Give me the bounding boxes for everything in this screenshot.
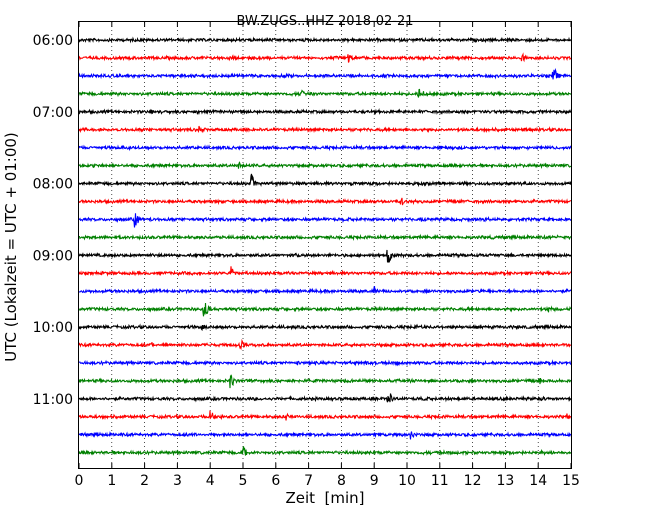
trace-0730 [78,143,572,152]
trace-1015 [78,338,572,351]
trace-0800 [78,173,572,188]
trace-0645 [78,88,572,98]
trace-0630 [78,67,572,80]
x-tick-label: 12 [464,473,482,489]
y-tick-label: 10:00 [33,320,73,336]
x-tick-label: 11 [431,473,449,489]
x-axis-label: Zeit [min] [285,489,364,507]
x-tick-label: 4 [206,473,215,489]
trace-1100 [78,393,572,403]
x-tick-label: 6 [271,473,280,489]
y-tick-label: 11:00 [33,392,73,408]
trace-0715 [78,125,572,134]
trace-0615 [78,52,572,63]
trace-1030 [78,359,572,367]
trace-0815 [78,197,572,206]
x-tick-label: 9 [370,473,379,489]
x-tick-label: 8 [337,473,346,489]
x-tick-label: 15 [562,473,580,489]
trace-0700 [78,107,572,116]
x-tick-label: 1 [107,473,116,489]
trace-0915 [78,266,572,277]
trace-0945 [78,302,572,317]
x-tick-label: 7 [304,473,313,489]
x-tick-label: 10 [398,473,416,489]
trace-0900 [78,249,572,263]
trace-1115 [78,410,572,421]
trace-1130 [78,430,572,440]
trace-0930 [78,285,572,295]
trace-0845 [78,233,572,241]
trace-0745 [78,161,572,170]
axis-ticks: 0 1 2 3 4 5 6 7 8 9 10 11 12 13 14 1506:0007:0008:0009:… [33,22,580,489]
y-axis-label: UTC (Lokalzeit = UTC + 01:00) [2,132,20,362]
trace-series [78,36,572,457]
grid-lines [111,22,539,468]
x-tick-label: 14 [529,473,547,489]
trace-0830 [78,213,572,228]
y-tick-label: 06:00 [33,33,73,49]
x-tick-label: 13 [496,473,514,489]
x-tick-label: 5 [239,473,248,489]
trace-1145 [78,446,572,457]
y-tick-label: 08:00 [33,177,73,193]
x-tick-label: 3 [173,473,182,489]
plot-frame [78,21,572,469]
y-tick-label: 09:00 [33,248,73,264]
trace-1045 [78,374,572,389]
trace-1000 [78,323,572,332]
x-tick-label: 0 [75,473,84,489]
y-tick-label: 07:00 [33,105,73,121]
trace-0600 [78,36,572,44]
x-tick-label: 2 [140,473,149,489]
